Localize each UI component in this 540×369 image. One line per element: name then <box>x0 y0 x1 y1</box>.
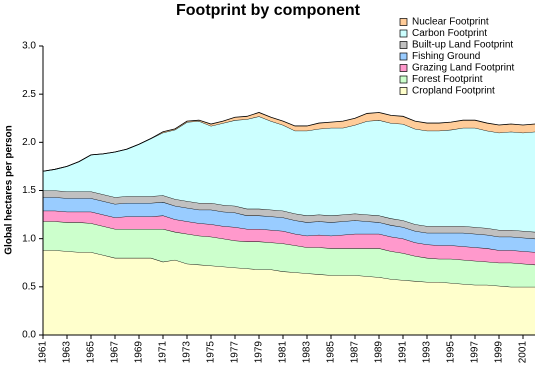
x-tick-label: 1991 <box>398 341 409 364</box>
area-fill <box>43 116 535 232</box>
area-fill <box>43 112 535 172</box>
y-tick-label: 2.5 <box>22 89 36 100</box>
x-tick-label: 1969 <box>134 341 145 364</box>
x-tick-label: 2001 <box>518 341 529 364</box>
x-tick-label: 1973 <box>182 341 193 364</box>
x-tick-label: 1971 <box>158 341 169 364</box>
legend-label: Cropland Footprint <box>412 86 495 97</box>
x-tick-label: 1965 <box>86 341 97 364</box>
x-tick-label: 1985 <box>326 341 337 364</box>
legend-label: Nuclear Footprint <box>412 17 489 28</box>
x-tick-label: 1963 <box>62 341 73 364</box>
legend-label: Grazing Land Footprint <box>412 63 515 74</box>
legend-label: Forest Footprint <box>412 74 483 85</box>
area-top-line <box>42 112 536 172</box>
y-tick-label: 1.5 <box>22 185 36 196</box>
legend-swatch <box>399 52 408 61</box>
chart-title: Footprint by component <box>176 2 361 19</box>
legend-swatch <box>399 64 408 72</box>
x-tick-label: 1983 <box>302 341 313 364</box>
y-tick-label: 0.5 <box>22 281 36 292</box>
x-tick-label: 1987 <box>350 341 361 364</box>
x-tick-label: 1979 <box>254 341 265 364</box>
x-tick-label: 1993 <box>422 341 433 364</box>
y-tick-label: 0.0 <box>22 330 36 341</box>
y-tick-label: 1.0 <box>22 233 36 244</box>
legend-label: Built-up Land Footprint <box>412 40 513 51</box>
legend-label: Fishing Ground <box>412 51 480 62</box>
x-tick-label: 1995 <box>446 341 457 364</box>
x-tick-label: 1997 <box>470 341 481 364</box>
x-tick-label: 1981 <box>278 341 289 364</box>
y-axis-label: Global hectares per person <box>4 125 15 255</box>
legend-swatch <box>399 18 408 26</box>
area-fill <box>43 197 535 253</box>
legend-swatch <box>399 29 408 38</box>
area-fill <box>43 210 535 265</box>
legend-swatch <box>399 75 408 84</box>
area-fill <box>43 190 535 239</box>
x-tick-label: 1961 <box>38 341 49 364</box>
x-tick-label: 1977 <box>230 341 241 364</box>
y-tick-label: 2.0 <box>22 137 36 148</box>
x-tick-label: 1967 <box>110 341 121 364</box>
x-tick-label: 1975 <box>206 341 217 364</box>
area-fill <box>43 250 535 335</box>
legend-swatch <box>399 87 408 95</box>
y-tick-label: 3.0 <box>22 41 36 52</box>
legend-swatch <box>399 41 408 49</box>
area-fill <box>43 221 535 287</box>
x-tick-label: 1999 <box>494 341 505 364</box>
x-tick-label: 1989 <box>374 341 385 364</box>
legend-label: Carbon Footprint <box>412 28 487 39</box>
